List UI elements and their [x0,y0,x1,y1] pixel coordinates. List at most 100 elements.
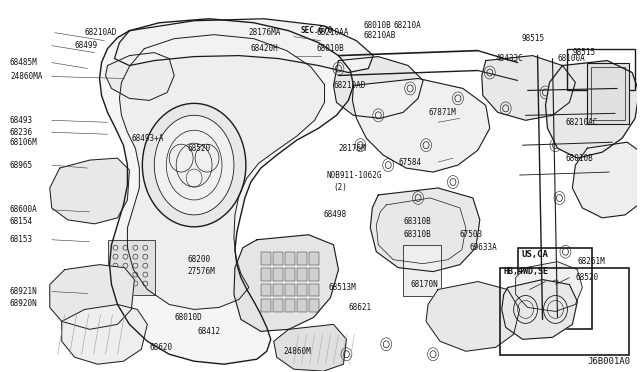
Text: HB,4WD,SE: HB,4WD,SE [504,267,548,276]
Text: 68485M: 68485M [10,58,38,67]
Text: 67871M: 67871M [428,108,456,117]
Bar [297,283,307,296]
Bar [273,252,283,264]
Text: 68210AC: 68210AC [565,118,598,127]
Text: 68310B: 68310B [403,230,431,239]
Text: 68210AD: 68210AD [84,28,117,37]
Text: 68621: 68621 [348,303,372,312]
Text: 68965: 68965 [10,161,33,170]
Polygon shape [426,282,520,351]
Bar [285,267,294,280]
Text: 68200: 68200 [187,255,211,264]
Ellipse shape [154,115,234,215]
Text: 24860M: 24860M [284,347,312,356]
Bar [297,267,307,280]
Text: 68236: 68236 [10,128,33,137]
Text: (2): (2) [333,183,348,192]
Polygon shape [61,304,147,364]
Text: 28176MA: 28176MA [249,28,281,37]
Polygon shape [545,61,639,158]
Polygon shape [274,324,346,371]
Text: 68493: 68493 [10,116,33,125]
Text: 68600A: 68600A [10,205,38,214]
Text: SEC.670: SEC.670 [301,26,333,35]
Text: 68210AB: 68210AB [364,31,396,40]
Polygon shape [333,57,423,118]
Text: 68154: 68154 [10,217,33,226]
Bar [261,299,271,312]
Text: 68921N: 68921N [10,287,38,296]
Polygon shape [502,280,577,339]
Bar [273,299,283,312]
Bar [261,267,271,280]
Text: 68210AD: 68210AD [333,81,366,90]
Polygon shape [516,262,582,311]
Text: 68412: 68412 [197,327,220,336]
Text: 68010B: 68010B [565,154,593,163]
Polygon shape [353,78,490,172]
Bar [297,299,307,312]
Polygon shape [50,264,134,329]
Polygon shape [100,19,353,364]
Bar [273,283,283,296]
Text: 68170N: 68170N [410,280,438,289]
Text: 68210AA: 68210AA [317,28,349,37]
Bar [308,283,319,296]
Bar [568,49,635,90]
Text: US,CA: US,CA [522,250,548,259]
Bar [403,245,441,296]
Text: 68513M: 68513M [328,283,356,292]
Bar [500,267,629,355]
Text: 68493+A: 68493+A [131,134,164,143]
Bar [261,283,271,296]
Text: 68420H: 68420H [251,44,278,53]
Polygon shape [482,55,575,120]
Bar [308,252,319,264]
Polygon shape [120,35,324,310]
Text: 68106M: 68106M [10,138,38,147]
Bar [308,267,319,280]
Text: 98515: 98515 [572,48,595,57]
Text: 68153: 68153 [10,235,33,244]
Text: 98515: 98515 [522,34,545,43]
Bar [261,252,271,264]
Text: 27576M: 27576M [187,267,215,276]
Bar [588,62,629,124]
Text: 67503: 67503 [460,230,483,239]
Text: 24860MA: 24860MA [10,72,42,81]
Text: J6B001A0: J6B001A0 [588,357,630,366]
Polygon shape [115,19,373,73]
Polygon shape [106,52,174,100]
Polygon shape [234,235,339,331]
Text: 68498: 68498 [324,211,347,219]
Polygon shape [371,188,480,272]
Text: 68520: 68520 [575,273,598,282]
Text: 68010B: 68010B [364,21,391,30]
Text: 68920N: 68920N [10,299,38,308]
Text: N0B911-1062G: N0B911-1062G [326,170,382,180]
Bar [108,240,156,295]
Bar [285,252,294,264]
Text: 68310B: 68310B [403,217,431,226]
Text: 68499: 68499 [75,41,98,50]
Text: 68520: 68520 [187,144,211,153]
Text: 68100A: 68100A [557,54,585,63]
Text: 48433C: 48433C [496,54,524,63]
Bar [308,299,319,312]
Text: 67584: 67584 [398,158,421,167]
Polygon shape [50,158,129,224]
Bar [285,283,294,296]
Polygon shape [572,142,640,218]
Text: 28176M: 28176M [339,144,366,153]
Bar [273,267,283,280]
Text: 68261M: 68261M [577,257,605,266]
Bar [591,67,625,120]
Text: 69633A: 69633A [470,243,498,252]
Text: 68620: 68620 [149,343,172,352]
Ellipse shape [142,103,246,227]
Text: 68210A: 68210A [393,21,421,30]
Bar [285,299,294,312]
Bar [518,248,592,329]
Bar [297,252,307,264]
Text: 68010D: 68010D [174,313,202,322]
